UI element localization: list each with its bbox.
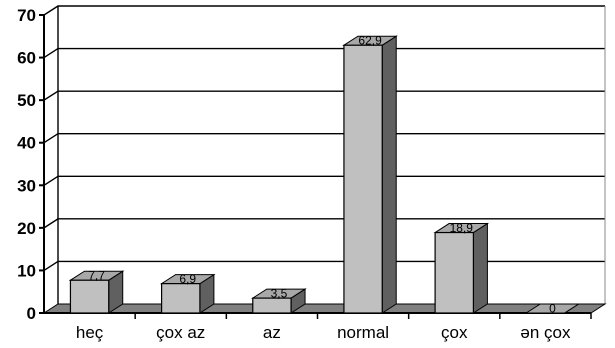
gridline xyxy=(43,47,605,59)
y-tick-label: 30 xyxy=(17,176,36,195)
bar xyxy=(343,44,383,314)
gridline xyxy=(43,90,605,101)
gridline xyxy=(43,133,605,144)
gridline xyxy=(43,175,605,186)
gridline xyxy=(43,218,605,229)
x-tick-label: heç xyxy=(76,323,104,342)
data-label: 3,5 xyxy=(271,287,288,301)
x-tick-label: ən çox xyxy=(520,323,571,342)
bar-top xyxy=(524,303,581,314)
data-label: 7,7 xyxy=(88,269,105,283)
y-tick-label: 40 xyxy=(17,134,36,153)
x-tick-label: çox az xyxy=(156,323,205,342)
chart-bars xyxy=(68,35,581,314)
y-tick-label: 70 xyxy=(17,6,36,25)
chart-floor xyxy=(42,303,607,314)
x-tick-label: normal xyxy=(337,323,389,342)
y-tick-label: 10 xyxy=(17,261,36,280)
y-tick-label: 20 xyxy=(17,219,36,238)
bar-side xyxy=(472,222,488,314)
data-label: 0 xyxy=(549,302,556,316)
chart-grid xyxy=(43,5,606,304)
y-tick-label: 0 xyxy=(27,304,36,323)
gridline xyxy=(43,5,605,16)
x-tick-label: çox xyxy=(441,323,468,342)
data-label: 6,9 xyxy=(179,272,196,286)
chart-labels: 0 10 20 30 40 50 60 70 7,7 heç 6,9 çox az 3,5 az 62,9 n… xyxy=(17,6,571,342)
gridline xyxy=(43,260,605,272)
x-tick-label: az xyxy=(263,323,281,342)
bar xyxy=(252,297,292,314)
chart-floor-plane xyxy=(42,303,607,314)
data-label: 18,9 xyxy=(450,221,474,235)
bar xyxy=(161,283,201,314)
data-label: 62,9 xyxy=(358,34,382,48)
y-tick-label: 60 xyxy=(17,49,36,68)
y-tick-label: 50 xyxy=(17,91,36,110)
chart-axes xyxy=(39,6,592,319)
bar xyxy=(434,231,474,314)
bar xyxy=(69,279,110,314)
bar-side xyxy=(381,35,397,314)
